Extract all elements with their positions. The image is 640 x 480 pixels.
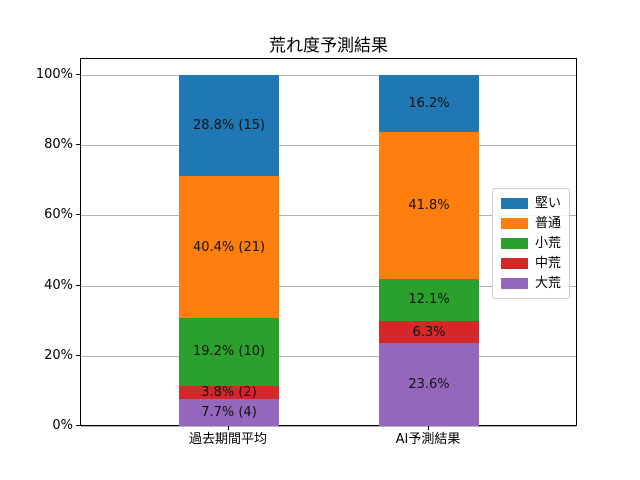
legend-item-大荒: 大荒: [501, 275, 561, 292]
gridline-20%: [81, 355, 576, 357]
y-tick-mark: [76, 354, 80, 356]
legend-swatch-中荒: [501, 258, 528, 269]
legend-label: 普通: [535, 216, 562, 231]
legend-label: 中荒: [535, 256, 562, 271]
y-tick-label: 40%: [44, 277, 73, 293]
chart-title: 荒れ度予測結果: [269, 36, 388, 56]
bar-segment-中荒: 6.3%: [379, 321, 479, 344]
legend-item-小荒: 小荒: [501, 235, 561, 252]
x-tick-label: AI予測結果: [395, 432, 461, 447]
legend-label: 小荒: [535, 236, 562, 251]
bar-segment-label: 40.4% (21): [192, 239, 266, 255]
bar-segment-大荒: 23.6%: [379, 343, 479, 426]
bar-segment-label: 12.1%: [408, 292, 450, 308]
y-tick-mark: [76, 144, 80, 146]
x-tick-mark: [228, 426, 229, 430]
bar-segment-label: 3.8% (2): [201, 384, 257, 400]
bar-segment-label: 41.8%: [408, 197, 450, 213]
y-tick-label: 0%: [52, 418, 73, 433]
legend-swatch-大荒: [501, 278, 528, 289]
y-tick-label: 20%: [44, 347, 73, 363]
gridline-100%: [81, 75, 576, 76]
bar-segment-中荒: 3.8% (2): [179, 384, 279, 400]
y-tick-mark: [76, 214, 80, 216]
legend-item-普通: 普通: [501, 215, 561, 232]
legend-label: 大荒: [535, 276, 562, 291]
gridline-60%: [81, 215, 576, 217]
y-tick-label: 60%: [44, 207, 73, 223]
bar-segment-堅い: 16.2%: [379, 75, 479, 132]
legend-swatch-普通: [501, 218, 528, 229]
bar-segment-堅い: 28.8% (15): [179, 75, 279, 177]
legend-label: 堅い: [535, 196, 562, 211]
y-tick-mark: [76, 74, 80, 75]
y-tick-label: 80%: [44, 137, 73, 153]
bar-segment-label: 28.8% (15): [192, 118, 266, 134]
bar-segment-大荒: 7.7% (4): [179, 398, 279, 426]
gridline-0%: [81, 426, 576, 427]
y-tick-label: 100%: [35, 67, 73, 82]
bar-segment-label: 19.2% (10): [192, 344, 266, 360]
legend-swatch-堅い: [501, 198, 528, 209]
legend: 堅い普通小荒中荒大荒: [492, 188, 571, 299]
bar-segment-小荒: 19.2% (10): [179, 318, 279, 386]
bar-segment-label: 7.7% (4): [201, 404, 257, 420]
bar-segment-label: 16.2%: [408, 95, 450, 111]
bar-segment-普通: 41.8%: [379, 131, 479, 279]
bar-segment-普通: 40.4% (21): [179, 176, 279, 319]
legend-swatch-小荒: [501, 238, 528, 249]
y-tick-mark: [76, 284, 80, 286]
legend-item-中荒: 中荒: [501, 255, 561, 272]
bar-segment-小荒: 12.1%: [379, 278, 479, 322]
x-tick-mark: [428, 426, 429, 430]
y-tick-mark: [76, 425, 80, 426]
gridline-80%: [81, 145, 576, 147]
x-tick-label: 過去期間平均: [188, 432, 267, 447]
bar-segment-label: 6.3%: [412, 324, 446, 340]
legend-item-堅い: 堅い: [501, 195, 561, 212]
bar-segment-label: 23.6%: [408, 377, 450, 393]
gridline-40%: [81, 285, 576, 287]
